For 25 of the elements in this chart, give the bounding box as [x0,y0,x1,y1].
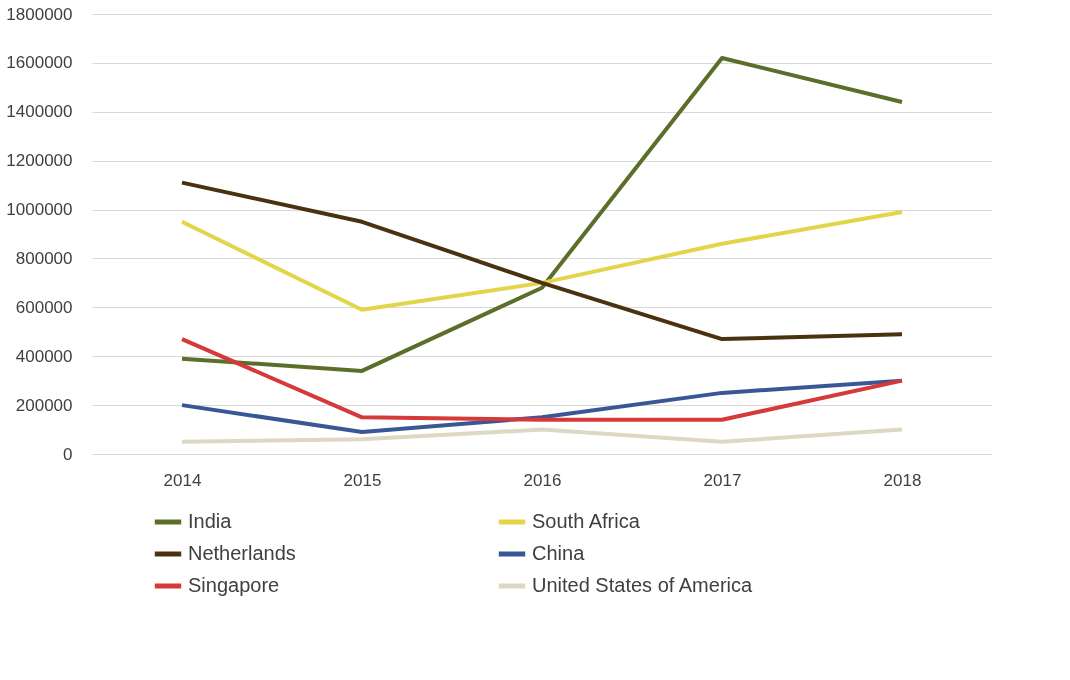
y-tick-label: 800000 [15,248,73,268]
y-tick-label: 600000 [15,297,73,317]
y-tick-label: 1600000 [6,53,73,73]
y-tick-label: 1800000 [6,4,73,24]
y-tick-label: 200000 [15,395,73,415]
legend-label: South Africa [532,510,641,532]
y-tick-label: 1200000 [6,151,73,171]
x-tick-label: 2016 [523,470,562,490]
legend-label: China [532,542,586,564]
line-series [180,56,904,373]
line-series [180,210,904,312]
legend-label: India [188,510,233,532]
x-tick-label: 2014 [163,470,202,490]
x-tick-label: 2017 [703,470,742,490]
x-tick-label: 2015 [343,470,382,490]
legend-label: Netherlands [188,542,296,564]
y-tick-label: 400000 [15,346,73,366]
y-tick-label: 1000000 [6,200,73,220]
x-tick-label: 2018 [883,470,922,490]
y-tick-label: 1400000 [6,102,73,122]
y-tick-label: 0 [63,444,73,464]
line-series [180,337,904,422]
line-series [180,180,904,342]
legend-label: United States of America [532,574,753,596]
legend-label: Singapore [188,574,280,596]
